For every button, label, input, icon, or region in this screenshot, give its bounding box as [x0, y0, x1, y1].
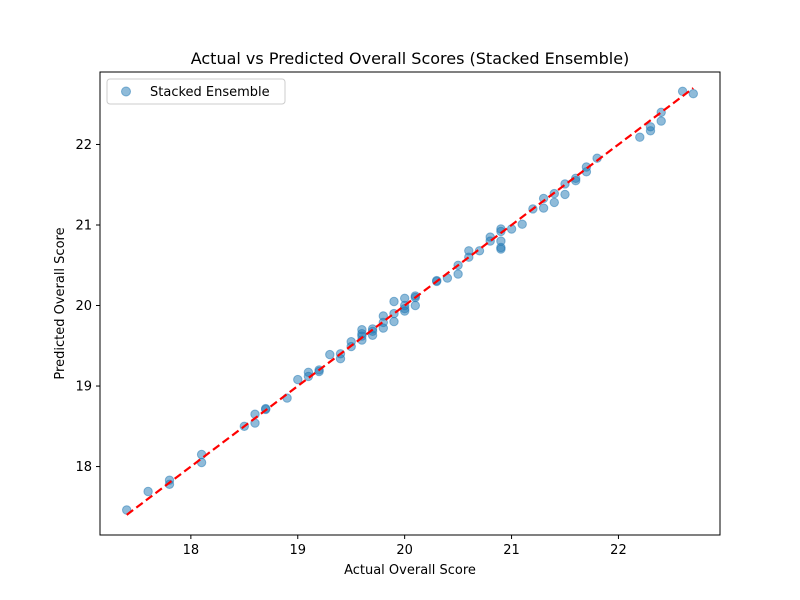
y-tick-label: 19: [75, 380, 92, 395]
data-point: [645, 122, 656, 132]
data-point: [357, 325, 367, 335]
data-point: [464, 246, 474, 256]
y-axis-label: Predicted Overall Score: [53, 227, 68, 379]
x-tick-label: 22: [610, 543, 627, 558]
data-point: [453, 269, 463, 279]
data-point: [581, 162, 592, 172]
y-tick-label: 21: [75, 218, 92, 233]
y-tick-label: 18: [75, 460, 92, 475]
data-point: [474, 246, 485, 256]
legend: Stacked Ensemble: [106, 78, 286, 105]
y-tick-label: 22: [75, 138, 92, 153]
data-point: [410, 300, 420, 311]
plot-area: [122, 86, 698, 516]
data-point: [143, 486, 153, 497]
data-point: [378, 311, 388, 321]
axis-ticks: 18 19 20 21 22 18 19 20 21 22: [75, 138, 626, 558]
data-point: [560, 189, 570, 200]
x-tick-label: 21: [503, 543, 520, 558]
x-axis-label: Actual Overall Score: [344, 563, 476, 578]
data-point: [389, 316, 399, 327]
data-point: [325, 349, 335, 360]
y-tick-label: 20: [75, 299, 92, 314]
data-point: [400, 293, 410, 303]
data-point: [549, 197, 559, 208]
legend-box: [106, 78, 286, 105]
data-point: [635, 132, 645, 142]
data-point: [389, 296, 399, 307]
data-point: [303, 367, 314, 377]
reference-line: [126, 87, 694, 516]
data-point: [688, 89, 698, 99]
legend-marker: [121, 86, 131, 97]
legend-label: Stacked Ensemble: [150, 85, 270, 100]
plot-frame: [99, 71, 721, 536]
data-point: [517, 219, 527, 229]
x-tick-label: 19: [289, 543, 306, 558]
data-point: [410, 291, 420, 301]
chart-title: Actual vs Predicted Overall Scores (Stac…: [191, 49, 630, 68]
x-tick-label: 18: [183, 543, 200, 558]
data-point: [538, 203, 549, 213]
data-point: [656, 116, 666, 126]
data-point: [496, 236, 506, 246]
data-point: [293, 374, 303, 385]
x-tick-label: 20: [396, 543, 413, 558]
